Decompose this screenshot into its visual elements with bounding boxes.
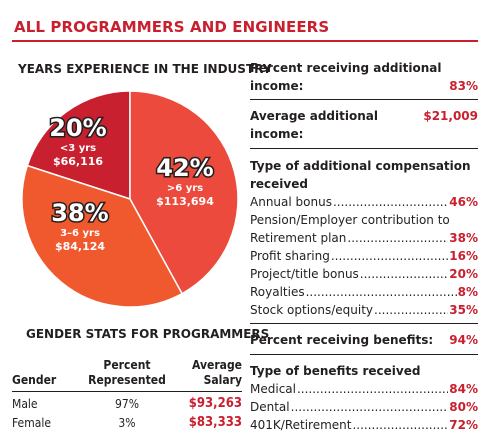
slice-percent-label: 42% — [156, 154, 213, 182]
benefit-types-heading-text: Type of benefits received — [250, 364, 421, 378]
gender-stats-table: Gender Percent Represented Average Salar… — [12, 358, 242, 430]
page-title: ALL PROGRAMMERS AND ENGINEERS — [14, 18, 330, 36]
col-gender-header: Gender — [12, 373, 57, 387]
benefit-value: 84% — [449, 382, 478, 396]
list-item: Pension/Employer contribution to — [250, 211, 478, 229]
col-salary-line-1: Average — [192, 358, 242, 372]
comp-value: 35% — [449, 303, 478, 317]
compensation-block: Type of additional compensation received… — [250, 149, 478, 324]
stats-column: Percent receiving additional income: 83%… — [250, 57, 478, 434]
list-item: Royalties 8% — [250, 283, 478, 301]
benefit-value: 72% — [449, 418, 478, 432]
benefit-value: 80% — [449, 400, 478, 414]
list-item: Dental 80% — [250, 398, 478, 416]
gender-cell: Male — [12, 397, 38, 411]
comp-value: 8% — [457, 285, 478, 299]
comp-value: 38% — [449, 231, 478, 245]
additional-income-block: Percent receiving additional income: 83% — [250, 57, 478, 100]
list-item: Project/title bonus 20% — [250, 265, 478, 283]
benefits-block: Percent receiving benefits: 94% — [250, 324, 478, 355]
comp-label: Profit sharing — [250, 249, 330, 263]
col-percent-line-1: Percent — [103, 358, 151, 372]
additional-income-line-1: Percent receiving additional — [250, 59, 478, 77]
comp-label: Project/title bonus — [250, 267, 359, 281]
comp-value: 16% — [449, 249, 478, 263]
slice-salary-label: $113,694 — [156, 195, 214, 208]
slice-percent-label: 38% — [51, 199, 108, 227]
average-income-label: Average additional income: — [250, 109, 378, 141]
salary-cell: $83,333 — [188, 415, 242, 430]
col-salary-line-2: Salary — [203, 373, 242, 387]
comp-value: 46% — [449, 195, 478, 209]
benefit-label: Dental — [250, 400, 290, 414]
pie-slice — [21, 164, 184, 308]
average-income-value: $21,009 — [423, 109, 478, 123]
benefit-label: 401K/Retirement — [250, 418, 352, 432]
compensation-heading-cont: received — [250, 177, 308, 191]
benefits-value: 94% — [449, 333, 478, 347]
compensation-heading: Type of additional compensation — [250, 159, 471, 173]
comp-value: 20% — [449, 267, 478, 281]
additional-income-label: Percent receiving additional — [250, 61, 442, 75]
compensation-heading-2: received — [250, 175, 478, 193]
slice-range-label: >6 yrs — [167, 183, 203, 194]
pie-slice — [26, 90, 131, 201]
list-item: Medical 84% — [250, 380, 478, 398]
slice-salary-label: $84,124 — [55, 240, 105, 253]
pie-heading: YEARS EXPERIENCE IN THE INDUSTRY — [18, 62, 272, 76]
slice-range-label: 3–6 yrs — [60, 228, 100, 239]
pie-slice — [129, 90, 239, 295]
gender-cell: Female — [12, 416, 51, 430]
list-item: Retirement plan 38% — [250, 229, 478, 247]
table-row: Female 3% $83,333 — [12, 411, 242, 431]
experience-pie-chart: 20%<3 yrs$66,116 42%>6 yrs$113,694 38%3–6 … — [21, 90, 239, 308]
additional-income-value: 83% — [449, 79, 478, 93]
col-salary-header: Average Salary — [172, 358, 242, 392]
comp-label: Pension/Employer contribution to — [250, 213, 450, 227]
benefit-types-heading: Type of benefits received — [250, 362, 478, 380]
list-item: Annual bonus 46% — [250, 193, 478, 211]
comp-label: Royalties — [250, 285, 305, 299]
list-item: Profit sharing 16% — [250, 247, 478, 265]
table-row: Male 97% $93,263 — [12, 392, 242, 412]
additional-income-line-2: income: 83% — [250, 77, 478, 95]
benefits-label: Percent receiving benefits: — [250, 333, 434, 347]
benefit-types-block: Type of benefits received Medical 84% Den… — [250, 355, 478, 434]
gender-heading: GENDER STATS FOR PROGRAMMERS — [26, 327, 270, 341]
slice-range-label: <3 yrs — [60, 143, 96, 154]
percent-cell: 3% — [118, 416, 136, 430]
col-percent-line-2: Represented — [88, 373, 166, 387]
slice-percent-label: 20% — [49, 114, 106, 142]
average-income-block: Average additional income: $21,009 — [250, 100, 478, 149]
comp-label-cont: Retirement plan — [250, 231, 347, 245]
comp-label: Stock options/equity — [250, 303, 374, 317]
compensation-heading-1: Type of additional compensation — [250, 157, 478, 175]
slice-salary-label: $66,116 — [53, 155, 103, 168]
gender-table-header: Gender Percent Represented Average Salar… — [12, 358, 242, 392]
salary-cell: $93,263 — [188, 396, 242, 411]
benefit-label: Medical — [250, 382, 296, 396]
list-item: 401K/Retirement 72% — [250, 416, 478, 434]
average-income-row: Average additional income: $21,009 — [250, 107, 478, 143]
benefits-row: Percent receiving benefits: 94% — [250, 331, 478, 349]
percent-cell: 97% — [115, 397, 139, 411]
list-item: Stock options/equity 35% — [250, 301, 478, 319]
title-rule — [12, 40, 478, 42]
col-percent-header: Percent Represented — [82, 358, 172, 392]
comp-label: Annual bonus — [250, 195, 332, 209]
additional-income-label-cont: income: — [250, 79, 304, 93]
